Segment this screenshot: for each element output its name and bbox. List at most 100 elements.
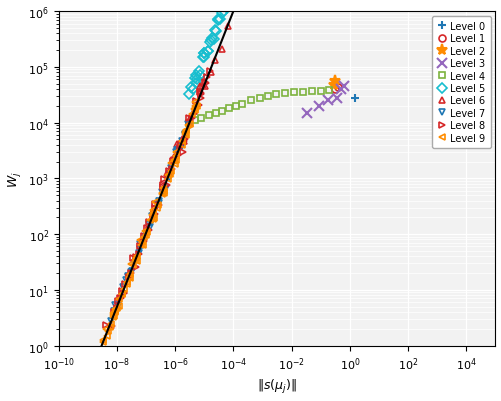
Level 5 — [188, 85, 194, 90]
Level 9 — [192, 101, 198, 105]
Level 9 — [185, 123, 191, 128]
Level 7 — [111, 309, 117, 314]
Level 8 — [133, 265, 139, 269]
Level 8 — [122, 282, 128, 287]
Level 7 — [173, 150, 179, 155]
Level 5 — [222, 0, 228, 5]
Level 7 — [120, 292, 126, 297]
Line: Level 6: Level 6 — [164, 24, 232, 177]
Level 5 — [207, 41, 213, 45]
Level 7 — [156, 199, 162, 204]
Level 4 — [274, 93, 280, 97]
Level 7 — [115, 304, 121, 309]
Level 5 — [213, 29, 219, 34]
Level 6 — [190, 109, 196, 114]
Y-axis label: $W_j$: $W_j$ — [6, 170, 23, 187]
Level 4 — [232, 104, 238, 109]
Level 9 — [158, 191, 164, 196]
Level 1 — [335, 86, 341, 91]
Level 7 — [159, 190, 165, 195]
Level 8 — [207, 70, 213, 75]
Line: Level 4: Level 4 — [185, 88, 333, 127]
Level 4 — [219, 109, 225, 113]
Level 9 — [159, 192, 165, 197]
Level 1 — [333, 87, 339, 92]
Level 6 — [212, 58, 218, 63]
Line: Level 3: Level 3 — [303, 82, 349, 118]
Level 8 — [141, 239, 147, 244]
Level 6 — [208, 70, 214, 75]
Level 7 — [148, 221, 154, 226]
Level 5 — [223, 3, 229, 8]
Level 7 — [179, 139, 185, 144]
Level 4 — [192, 119, 198, 124]
Level 5 — [192, 76, 198, 81]
Level 7 — [168, 166, 174, 171]
Level 9 — [139, 240, 145, 245]
Level 7 — [149, 214, 155, 219]
Line: Level 8: Level 8 — [103, 69, 214, 332]
Level 5 — [196, 69, 202, 74]
X-axis label: $\|s(\mu_j)\|$: $\|s(\mu_j)\|$ — [257, 377, 297, 395]
Level 5 — [201, 52, 207, 57]
Level 7 — [136, 251, 142, 256]
Level 7 — [163, 186, 169, 190]
Level 8 — [109, 326, 115, 330]
Level 7 — [125, 274, 131, 279]
Level 7 — [146, 222, 152, 227]
Level 7 — [147, 225, 153, 230]
Level 6 — [171, 155, 177, 160]
Level 9 — [160, 186, 166, 191]
Level 3 — [334, 96, 340, 101]
Level 4 — [318, 89, 324, 94]
Level 7 — [108, 318, 114, 323]
Level 6 — [186, 117, 192, 122]
Level 7 — [137, 242, 143, 247]
Level 4 — [186, 121, 192, 126]
Level 6 — [181, 139, 187, 144]
Level 9 — [167, 172, 173, 177]
Level 5 — [190, 88, 196, 93]
Level 7 — [166, 176, 172, 181]
Level 4 — [239, 102, 245, 107]
Level 7 — [123, 277, 129, 282]
Level 7 — [129, 269, 135, 274]
Level 5 — [194, 77, 200, 82]
Level 7 — [131, 261, 137, 266]
Level 7 — [120, 285, 126, 290]
Level 5 — [208, 39, 214, 44]
Level 4 — [265, 94, 271, 99]
Level 7 — [112, 302, 118, 307]
Level 7 — [143, 232, 149, 237]
Level 7 — [128, 269, 134, 274]
Level 9 — [191, 108, 197, 113]
Level 7 — [186, 124, 192, 129]
Line: Level 5: Level 5 — [185, 0, 246, 98]
Level 7 — [137, 247, 143, 252]
Level 4 — [226, 107, 232, 111]
Level 2 — [331, 83, 337, 88]
Level 5 — [209, 36, 215, 41]
Level 5 — [219, 12, 225, 17]
Level 5 — [221, 9, 227, 14]
Line: Level 2: Level 2 — [328, 77, 340, 91]
Level 5 — [212, 28, 218, 33]
Level 8 — [136, 252, 142, 257]
Level 6 — [202, 84, 208, 89]
Level 8 — [103, 323, 109, 328]
Level 4 — [257, 96, 263, 101]
Level 7 — [179, 145, 185, 150]
Level 4 — [300, 90, 306, 95]
Level 8 — [171, 158, 177, 163]
Level 3 — [341, 85, 347, 89]
Level 7 — [182, 132, 188, 137]
Level 6 — [197, 84, 203, 89]
Level 5 — [186, 93, 192, 97]
Level 7 — [142, 236, 148, 241]
Level 6 — [225, 25, 231, 30]
Level 7 — [166, 173, 172, 178]
Level 6 — [164, 171, 170, 176]
Level 5 — [201, 56, 207, 61]
Level 3 — [325, 99, 331, 103]
Level 7 — [174, 148, 180, 153]
